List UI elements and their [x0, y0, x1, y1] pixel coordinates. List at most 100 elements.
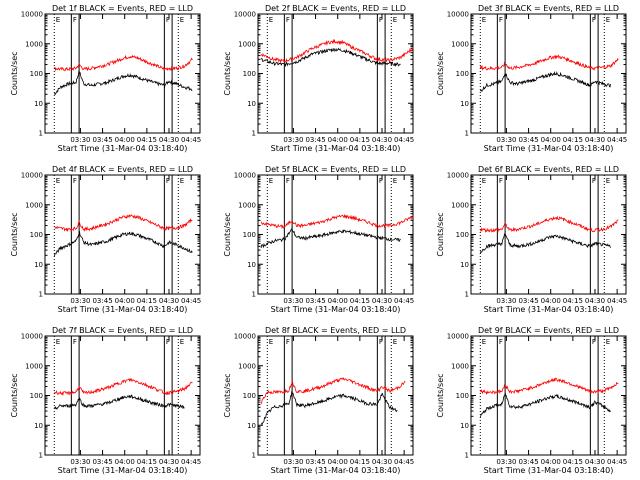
lld-series-line	[479, 215, 619, 233]
x-tick-label: 04:45	[181, 136, 201, 144]
x-axis-label: Start Time (31-Mar-04 03:18:40)	[58, 305, 188, 314]
x-tick-label: 03:45	[305, 297, 325, 305]
y-axis-label: Counts/sec	[436, 212, 445, 256]
y-tick-label: 1000	[238, 40, 256, 48]
x-tick-label: 04:00	[541, 297, 561, 305]
y-tick-label: 10000	[21, 333, 43, 341]
marker-label: F	[73, 16, 77, 24]
x-axis-label: Start Time (31-Mar-04 03:18:40)	[484, 305, 614, 314]
panel-title: Det 3f BLACK = Events, RED = LLD	[478, 4, 619, 13]
y-tick-label: 10000	[234, 333, 256, 341]
x-tick-label: 04:00	[541, 458, 561, 466]
marker-label: F	[379, 16, 383, 24]
x-tick-label: 03:45	[92, 136, 112, 144]
y-tick-label: 100	[456, 231, 469, 239]
y-axis-label: Counts/sec	[436, 51, 445, 95]
y-tick-label: 10000	[447, 11, 469, 19]
x-tick-label: 04:30	[159, 458, 179, 466]
marker-label: F	[166, 338, 170, 346]
x-tick-label: 04:30	[159, 297, 179, 305]
marker-label: E	[393, 338, 397, 346]
panel-8: Det 8f BLACK = Events, RED = LLD 1 10 100 10…	[223, 326, 414, 475]
y-tick-label: 10000	[447, 333, 469, 341]
y-axis-label: Counts/sec	[436, 373, 445, 417]
x-tick-label: 04:30	[585, 297, 605, 305]
marker-label: F	[499, 177, 503, 185]
x-axis-label: Start Time (31-Mar-04 03:18:40)	[271, 305, 401, 314]
panel-title: Det 1f BLACK = Events, RED = LLD	[52, 4, 193, 13]
marker-label: F	[592, 338, 596, 346]
plot-frame	[257, 174, 414, 295]
y-axis-label: Counts/sec	[223, 51, 232, 95]
y-tick-label: 1000	[238, 201, 256, 209]
panel-6: Det 6f BLACK = Events, RED = LLD 1 10 100 10…	[436, 165, 627, 314]
panel-5: Det 5f BLACK = Events, RED = LLD 1 10 100 10…	[223, 165, 414, 314]
x-tick-label: 04:00	[328, 458, 348, 466]
marker-label: E	[180, 338, 184, 346]
x-tick-label: 04:30	[585, 458, 605, 466]
lld-series-line	[54, 377, 193, 397]
x-tick-label: 04:15	[350, 458, 370, 466]
y-tick-label: 100	[243, 231, 256, 239]
y-tick-label: 100	[456, 392, 469, 400]
panel-title: Det 2f BLACK = Events, RED = LLD	[265, 4, 406, 13]
y-tick-label: 100	[243, 70, 256, 78]
y-tick-label: 1	[252, 130, 256, 138]
panel-title: Det 5f BLACK = Events, RED = LLD	[265, 165, 406, 174]
x-tick-label: 04:15	[137, 458, 157, 466]
y-tick-label: 10	[34, 100, 43, 108]
x-tick-label: 04:15	[350, 136, 370, 144]
x-tick-label: 04:30	[159, 136, 179, 144]
x-tick-label: 04:15	[563, 458, 583, 466]
y-tick-label: 1	[252, 452, 256, 460]
marker-label: F	[286, 177, 290, 185]
events-series-line	[260, 47, 401, 68]
x-tick-label: 04:45	[394, 458, 414, 466]
x-tick-label: 04:15	[350, 297, 370, 305]
y-tick-label: 10	[460, 422, 469, 430]
y-tick-label: 1000	[451, 40, 469, 48]
y-tick-label: 1000	[451, 201, 469, 209]
events-series-line	[479, 233, 611, 254]
plot-frame	[257, 335, 414, 456]
x-tick-label: 04:45	[607, 136, 627, 144]
panel-1: Det 1f BLACK = Events, RED = LLD 1 10 100 10…	[10, 4, 201, 153]
marker-label: E	[56, 338, 60, 346]
x-tick-label: 04:45	[394, 136, 414, 144]
marker-label: F	[499, 16, 503, 24]
x-tick-label: 04:15	[137, 297, 157, 305]
marker-label: E	[606, 177, 610, 185]
lld-series-line	[479, 377, 619, 396]
x-tick-label: 04:15	[563, 136, 583, 144]
x-tick-label: 04:45	[607, 297, 627, 305]
x-axis-label: Start Time (31-Mar-04 03:18:40)	[484, 466, 614, 475]
marker-label: E	[180, 16, 184, 24]
y-tick-label: 10000	[234, 11, 256, 19]
marker-label: E	[606, 16, 610, 24]
y-tick-label: 100	[30, 392, 43, 400]
y-tick-label: 1	[465, 452, 469, 460]
marker-label: F	[286, 338, 290, 346]
lld-series-line	[260, 213, 414, 230]
marker-label: F	[166, 177, 170, 185]
y-tick-label: 10000	[21, 172, 43, 180]
events-series-line	[260, 226, 401, 249]
x-axis-label: Start Time (31-Mar-04 03:18:40)	[271, 144, 401, 153]
x-tick-label: 03:45	[518, 297, 538, 305]
marker-label: E	[482, 338, 486, 346]
x-tick-label: 04:00	[328, 297, 348, 305]
y-tick-label: 1000	[25, 40, 43, 48]
panel-2: Det 2f BLACK = Events, RED = LLD 1 10 100 10…	[223, 4, 414, 153]
y-tick-label: 1	[252, 291, 256, 299]
y-tick-label: 10	[460, 100, 469, 108]
x-tick-label: 04:00	[115, 136, 135, 144]
y-axis-label: Counts/sec	[10, 51, 19, 95]
y-tick-label: 10	[247, 261, 256, 269]
marker-label: F	[499, 338, 503, 346]
x-tick-label: 03:45	[305, 136, 325, 144]
lld-series-line	[54, 54, 193, 72]
x-tick-label: 04:45	[181, 297, 201, 305]
marker-label: E	[606, 338, 610, 346]
panel-7: Det 7f BLACK = Events, RED = LLD 1 10 100 10…	[10, 326, 201, 475]
